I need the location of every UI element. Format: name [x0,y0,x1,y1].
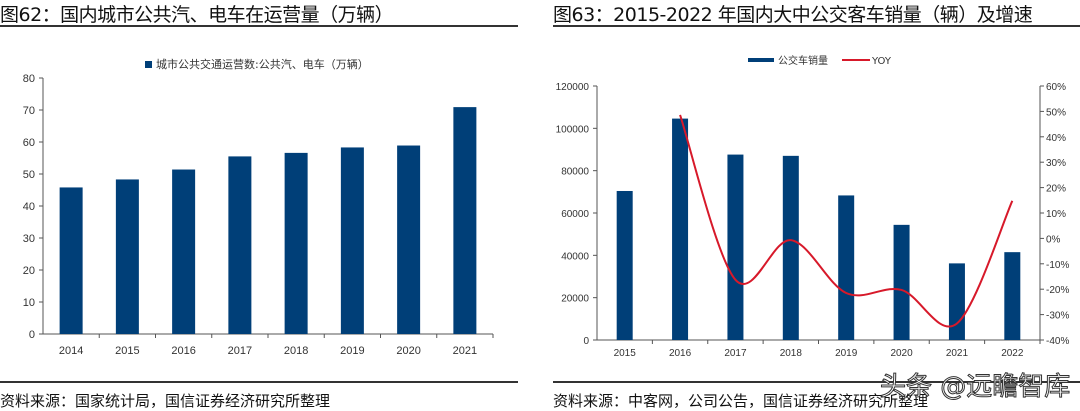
left-y-tick-label: 30 [23,233,35,245]
left-x-tick-label: 2020 [396,345,420,357]
left-y-tick-label: 50 [23,169,35,181]
left-y-tick-label: 0 [29,329,35,341]
right-bar [672,118,689,340]
right-bar [782,155,799,340]
right-y-tick-label: 120000 [556,82,590,93]
left-bar [284,152,308,334]
right-legend-bar-swatch [748,58,774,62]
right-y-tick-label: 60000 [561,209,589,220]
right-footer-divider [553,381,1080,383]
right-x-tick-label: 2015 [614,348,637,359]
left-y-tick-label: 20 [23,265,35,277]
right-y2-tick-label: -20% [1046,285,1069,296]
right-bar [1004,252,1021,340]
left-legend-label: 城市公共交通运营数:公共汽、电车（万辆） [156,57,369,71]
left-bar [453,107,477,335]
left-bar [59,187,83,334]
left-x-tick-label: 2018 [284,345,308,357]
right-x-tick-label: 2018 [780,348,803,359]
right-bar [893,224,910,340]
left-y-tick-label: 40 [23,201,35,213]
right-bar [616,190,633,340]
right-y-tick-label: 20000 [561,294,589,305]
right-y2-tick-label: 60% [1046,82,1066,93]
left-bar [340,147,364,334]
right-y2-tick-label: 50% [1046,107,1066,118]
left-footer-divider [0,381,518,383]
right-bar [727,154,744,340]
right-y-tick-label: 100000 [556,124,590,135]
left-bar [115,179,139,334]
right-yoy-line [679,114,1014,328]
left-title-divider [0,25,518,27]
right-x-tick-label: 2017 [724,348,747,359]
right-x-tick-label: 2022 [1001,348,1024,359]
right-x-tick-label: 2021 [946,348,969,359]
right-x-tick-label: 2019 [835,348,858,359]
right-y2-tick-label: 30% [1046,158,1066,169]
left-bar [397,145,421,334]
right-y-tick-label: 40000 [561,251,589,262]
left-x-tick-label: 2016 [171,345,195,357]
left-y-tick-label: 80 [23,73,35,85]
left-x-tick-label: 2014 [59,345,83,357]
right-title-divider [553,25,1080,27]
right-y2-tick-label: -30% [1046,311,1069,322]
right-y2-tick-label: 10% [1046,209,1066,220]
right-legend-line-label: YOY [871,56,892,67]
left-y-tick-label: 60 [23,137,35,149]
left-bar [172,169,196,334]
right-x-tick-label: 2016 [669,348,692,359]
left-x-tick-label: 2019 [340,345,364,357]
right-chart-title: 图63：2015-2022 年国内大中公交客车销量（辆）及增速 [553,4,1033,26]
right-y2-tick-label: -10% [1046,260,1069,271]
right-y-tick-label: 80000 [561,167,589,178]
right-y-tick-label: 0 [583,336,589,347]
watermark: 头条 @远瞻智库 [879,372,1071,403]
right-y2-tick-label: 40% [1046,133,1066,144]
left-x-tick-label: 2015 [115,345,139,357]
right-legend-bar-label: 公交车销量 [778,54,828,67]
right-y2-tick-label: 0% [1046,234,1061,245]
left-bar [228,156,252,334]
right-y2-tick-label: -40% [1046,336,1069,347]
left-y-tick-label: 10 [23,297,35,309]
right-x-tick-label: 2020 [890,348,913,359]
left-source: 资料来源：国家统计局，国信证券经济研究所整理 [0,392,331,410]
right-bar [838,195,855,340]
left-y-tick-label: 70 [23,105,35,117]
left-x-tick-label: 2017 [228,345,252,357]
right-y2-tick-label: 20% [1046,184,1066,195]
left-x-tick-label: 2021 [453,345,477,357]
left-legend-swatch [145,61,152,68]
left-chart-title: 图62：国内城市公共汽、电车在运营量（万辆） [0,4,394,26]
right-bar [948,263,965,340]
right-source: 资料来源：中客网，公司公告，国信证券经济研究所整理 [553,392,929,410]
